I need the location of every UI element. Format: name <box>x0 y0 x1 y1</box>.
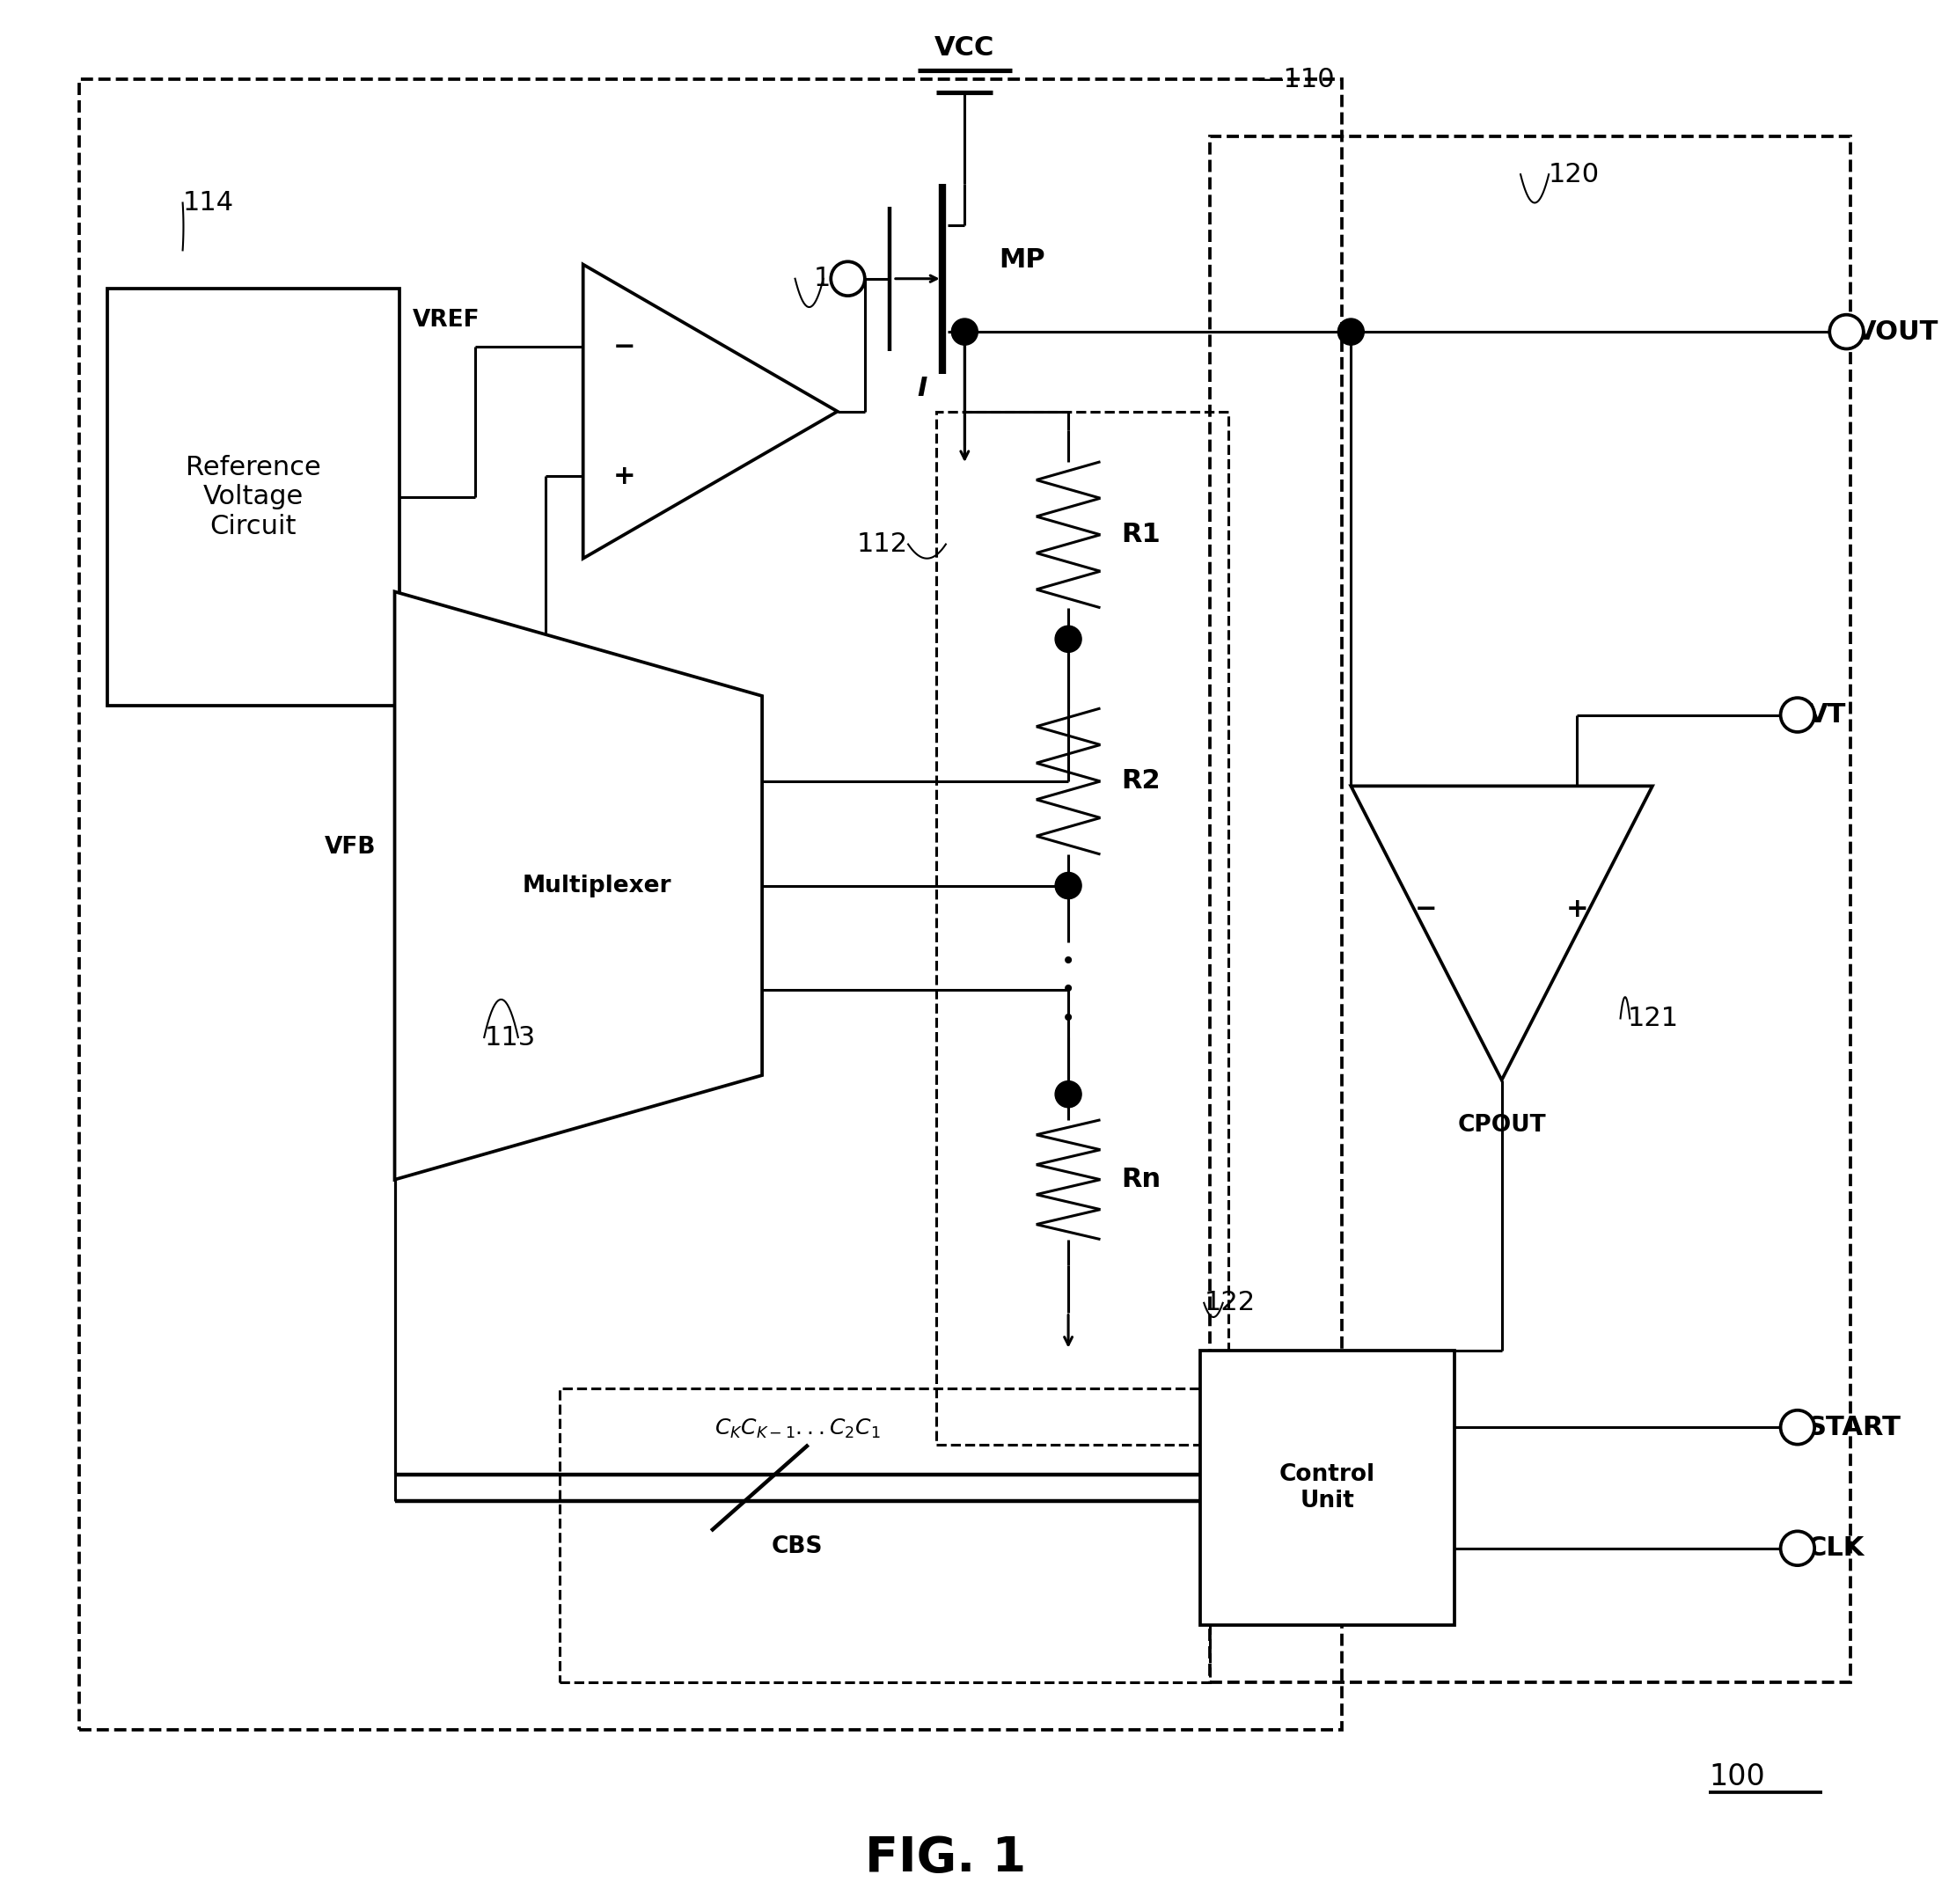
Text: +: + <box>1565 897 1588 922</box>
Circle shape <box>1781 699 1815 731</box>
Circle shape <box>1054 626 1082 653</box>
Text: 100: 100 <box>1709 1763 1766 1792</box>
Text: VFB: VFB <box>324 836 376 859</box>
Bar <box>1210 137 1850 1683</box>
Text: 112: 112 <box>858 531 908 558</box>
Text: R2: R2 <box>1121 769 1160 794</box>
Polygon shape <box>394 592 762 1180</box>
Bar <box>1201 1350 1454 1626</box>
Polygon shape <box>583 265 838 558</box>
Text: •
•
•: • • • <box>1060 948 1076 1030</box>
Text: VREF: VREF <box>413 308 479 331</box>
Text: 120: 120 <box>1549 162 1600 187</box>
Bar <box>80 80 1341 1729</box>
Text: CBS: CBS <box>772 1535 822 1557</box>
Text: 114: 114 <box>183 190 234 215</box>
Bar <box>559 1388 1210 1683</box>
Text: START: START <box>1807 1415 1900 1439</box>
Text: −: − <box>1415 897 1438 922</box>
Polygon shape <box>1351 786 1653 1080</box>
Circle shape <box>1830 314 1863 348</box>
Text: 122: 122 <box>1204 1291 1255 1316</box>
Text: Reference
Voltage
Circuit: Reference Voltage Circuit <box>185 455 322 539</box>
Text: FIG. 1: FIG. 1 <box>865 1835 1027 1883</box>
Bar <box>107 288 400 706</box>
Text: MP: MP <box>998 248 1045 272</box>
Text: VOUT: VOUT <box>1855 320 1939 345</box>
Circle shape <box>1781 1531 1815 1565</box>
Circle shape <box>1337 318 1364 345</box>
Text: −: − <box>614 333 635 360</box>
Text: +: + <box>614 463 635 489</box>
Text: VT: VT <box>1807 703 1846 727</box>
Circle shape <box>1054 872 1082 899</box>
Text: CLK: CLK <box>1807 1535 1865 1561</box>
Text: 115: 115 <box>815 267 865 291</box>
Bar <box>936 411 1228 1445</box>
Text: Multiplexer: Multiplexer <box>522 874 672 897</box>
Text: $C_KC_{K-1}...C_2C_1$: $C_KC_{K-1}...C_2C_1$ <box>715 1417 881 1441</box>
Text: Control
Unit: Control Unit <box>1279 1462 1376 1512</box>
Circle shape <box>951 318 978 345</box>
Text: VCC: VCC <box>936 34 994 61</box>
Text: —110: —110 <box>1257 67 1335 91</box>
Text: R1: R1 <box>1121 522 1160 548</box>
Text: Rn: Rn <box>1121 1167 1162 1192</box>
Circle shape <box>830 261 865 295</box>
Text: 113: 113 <box>483 1024 536 1051</box>
Text: 121: 121 <box>1627 1005 1680 1032</box>
Text: I: I <box>916 375 928 402</box>
Circle shape <box>1054 1081 1082 1108</box>
Circle shape <box>1781 1411 1815 1445</box>
Text: CPOUT: CPOUT <box>1458 1114 1546 1137</box>
